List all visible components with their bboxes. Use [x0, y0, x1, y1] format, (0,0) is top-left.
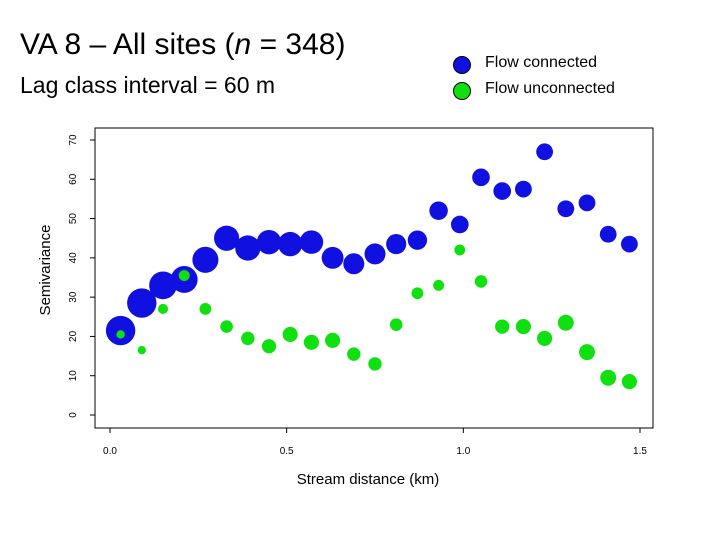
point-flow-unconnected — [241, 331, 255, 346]
point-flow-unconnected — [220, 320, 233, 333]
point-flow-connected — [127, 288, 157, 318]
x-tick-label: 0.5 — [280, 446, 294, 457]
point-flow-connected — [321, 246, 344, 269]
point-flow-unconnected — [411, 287, 424, 300]
point-flow-unconnected — [157, 303, 169, 314]
point-flow-unconnected — [433, 279, 445, 291]
point-flow-connected — [278, 231, 303, 257]
y-tick-label: 50 — [68, 213, 79, 225]
y-axis-label: Semivariance — [37, 225, 54, 316]
point-flow-connected — [149, 271, 177, 300]
point-flow-connected — [214, 225, 240, 251]
point-flow-connected — [256, 229, 282, 255]
point-flow-unconnected — [537, 330, 553, 346]
point-flow-connected — [343, 253, 365, 275]
legend-marker-icon — [453, 56, 471, 74]
x-axis-label: Stream distance (km) — [297, 471, 440, 488]
point-flow-unconnected — [303, 334, 319, 350]
point-flow-connected — [386, 234, 407, 255]
point-flow-unconnected — [495, 319, 510, 334]
title-n: n — [234, 28, 252, 61]
page-subtitle: Lag class interval = 60 m — [20, 72, 276, 98]
point-flow-connected — [557, 200, 575, 218]
legend-label: Flow connected — [485, 54, 598, 71]
point-flow-connected — [621, 235, 638, 253]
point-flow-connected — [599, 225, 617, 243]
point-flow-unconnected — [261, 339, 277, 354]
point-flow-unconnected — [347, 347, 361, 361]
plot-frame — [94, 127, 654, 429]
point-flow-unconnected — [621, 374, 637, 390]
y-tick-label: 0 — [68, 412, 79, 418]
page-title: VA 8 – All sites (n = 348) — [20, 28, 345, 62]
point-flow-unconnected — [282, 326, 298, 343]
x-tick-label: 0.0 — [103, 446, 117, 457]
point-flow-unconnected — [199, 303, 212, 315]
data-points — [105, 143, 638, 390]
point-flow-connected — [407, 230, 428, 250]
point-flow-unconnected — [454, 244, 466, 256]
point-flow-connected — [578, 194, 596, 212]
point-flow-unconnected — [116, 330, 125, 339]
title-prefix: VA 8 – All sites ( — [20, 28, 235, 61]
point-flow-unconnected — [137, 345, 146, 355]
point-flow-connected — [192, 246, 219, 273]
point-flow-connected — [472, 168, 490, 187]
point-flow-unconnected — [557, 314, 574, 331]
point-flow-connected — [429, 201, 448, 220]
x-tick-label: 1.0 — [456, 446, 470, 457]
y-axis: 0 10 20 30 40 50 60 70 — [68, 134, 95, 418]
legend-label: Flow unconnected — [485, 80, 615, 97]
point-flow-connected — [515, 180, 532, 198]
point-flow-unconnected — [579, 344, 595, 361]
x-tick-label: 1.5 — [633, 446, 647, 457]
point-flow-connected — [536, 143, 553, 161]
point-flow-connected — [493, 182, 512, 200]
point-flow-unconnected — [325, 332, 341, 348]
point-flow-unconnected — [178, 270, 190, 281]
point-flow-unconnected — [474, 275, 488, 288]
point-flow-unconnected — [389, 318, 403, 331]
x-axis: 0.0 0.5 1.0 1.5 — [103, 428, 647, 457]
point-flow-connected — [364, 243, 386, 265]
point-flow-connected — [450, 215, 469, 234]
legend-marker-icon — [453, 82, 471, 100]
point-flow-connected — [235, 235, 261, 261]
title-suffix: = 348) — [251, 28, 346, 61]
y-tick-label: 40 — [68, 252, 79, 264]
y-tick-label: 30 — [68, 291, 79, 303]
y-tick-label: 10 — [68, 370, 79, 382]
y-tick-label: 60 — [68, 173, 79, 185]
point-flow-connected — [299, 230, 324, 254]
y-tick-label: 20 — [68, 330, 79, 342]
point-flow-unconnected — [368, 357, 382, 371]
point-flow-unconnected — [600, 369, 617, 386]
point-flow-unconnected — [515, 319, 531, 335]
y-tick-label: 70 — [68, 134, 79, 146]
